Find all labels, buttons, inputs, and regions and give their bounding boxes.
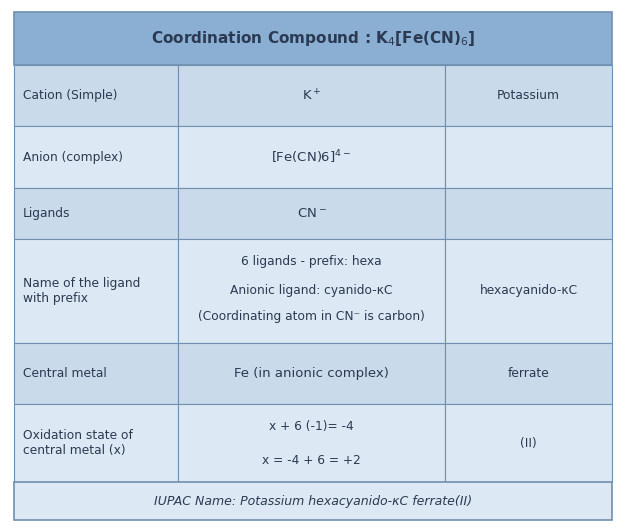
Bar xyxy=(14,404,178,482)
Text: [Fe(CN)6]$^{4-}$: [Fe(CN)6]$^{4-}$ xyxy=(272,148,352,166)
Text: hexacyanido-κC: hexacyanido-κC xyxy=(480,285,578,297)
Bar xyxy=(14,188,178,239)
Text: Name of the ligand
with prefix: Name of the ligand with prefix xyxy=(23,277,140,305)
Bar xyxy=(178,343,444,404)
Text: x = -4 + 6 = +2: x = -4 + 6 = +2 xyxy=(262,454,361,467)
Bar xyxy=(444,404,612,482)
Bar xyxy=(14,65,178,127)
Text: Central metal: Central metal xyxy=(23,367,106,380)
Text: Fe (in anionic complex): Fe (in anionic complex) xyxy=(234,367,389,380)
Bar xyxy=(14,127,178,188)
Text: ferrate: ferrate xyxy=(508,367,550,380)
Text: Cation (Simple): Cation (Simple) xyxy=(23,89,117,102)
Text: Potassium: Potassium xyxy=(497,89,560,102)
Bar xyxy=(14,239,178,343)
Bar xyxy=(178,65,444,127)
Text: Anionic ligand: cyanido-κC: Anionic ligand: cyanido-κC xyxy=(230,285,393,297)
Bar xyxy=(444,127,612,188)
Bar xyxy=(14,343,178,404)
Bar xyxy=(178,188,444,239)
Text: Ligands: Ligands xyxy=(23,207,70,220)
Text: Oxidation state of
central metal (x): Oxidation state of central metal (x) xyxy=(23,429,133,457)
Bar xyxy=(14,12,612,65)
Bar xyxy=(444,188,612,239)
Text: K$^+$: K$^+$ xyxy=(302,88,321,103)
Bar xyxy=(178,239,444,343)
Text: CN$^-$: CN$^-$ xyxy=(297,207,326,220)
Bar xyxy=(14,482,612,520)
Text: Coordination Compound : K$_4$[Fe(CN)$_6$]: Coordination Compound : K$_4$[Fe(CN)$_6$… xyxy=(151,29,475,48)
Bar xyxy=(444,65,612,127)
Bar xyxy=(444,343,612,404)
Text: x + 6 (-1)= -4: x + 6 (-1)= -4 xyxy=(269,420,354,433)
Text: Anion (complex): Anion (complex) xyxy=(23,151,123,164)
Text: 6 ligands - prefix: hexa: 6 ligands - prefix: hexa xyxy=(241,255,382,268)
Bar xyxy=(178,127,444,188)
Text: (Coordinating atom in CN⁻ is carbon): (Coordinating atom in CN⁻ is carbon) xyxy=(198,310,425,323)
Text: IUPAC Name: Potassium hexacyanido-κC ferrate(II): IUPAC Name: Potassium hexacyanido-κC fer… xyxy=(154,495,472,508)
Text: (II): (II) xyxy=(520,437,537,450)
Bar xyxy=(178,404,444,482)
Bar xyxy=(444,239,612,343)
